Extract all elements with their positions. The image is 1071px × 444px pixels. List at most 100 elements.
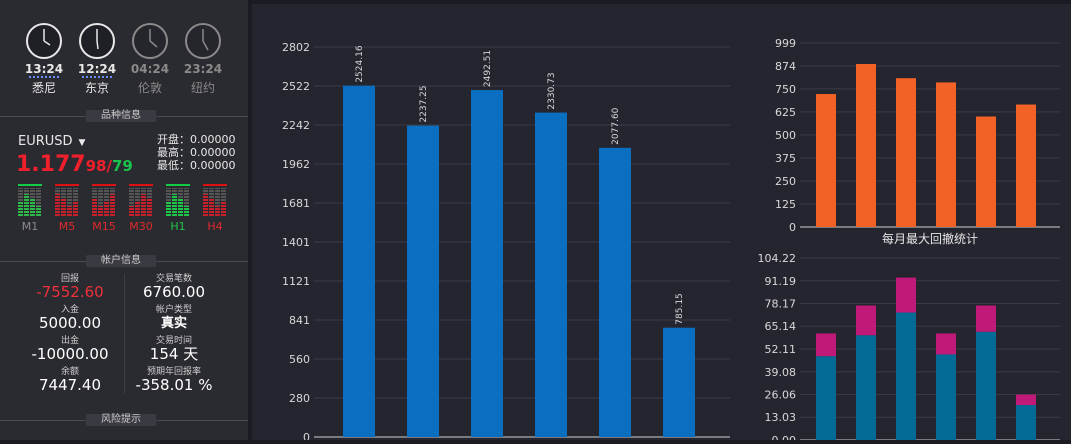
bar-a	[976, 331, 996, 440]
world-clocks: 13:24 悉尼 12:24 东京 04:24 伦敦	[0, 8, 248, 108]
bar	[343, 85, 375, 438]
bar-b	[976, 305, 996, 332]
clock-city: 悉尼	[31, 81, 56, 95]
bar	[856, 63, 876, 228]
bar-value-label: 2524.16	[355, 45, 365, 82]
symbol-selector[interactable]: EURUSD ▼	[18, 134, 85, 149]
withdraw-label: 出金	[60, 336, 79, 346]
clock-london: 04:24 伦敦	[129, 22, 171, 95]
bar	[1016, 104, 1036, 227]
clock-sydney: 13:24 悉尼	[23, 22, 65, 95]
y-tick-label: 841	[289, 314, 310, 327]
y-tick-label: 104.22	[758, 252, 797, 265]
price-separator: /	[106, 157, 112, 175]
ohl-panel: 开盘：0.00000 最高：0.00000 最低：0.00000	[157, 133, 236, 172]
high-value: 0.00000	[190, 146, 236, 159]
bar-b	[896, 277, 916, 313]
timeframe-label: M1	[21, 220, 39, 233]
bar	[535, 112, 567, 437]
section-label: 品种信息	[86, 110, 156, 122]
timeframe-label: H1	[170, 220, 186, 233]
balance-value: 7447.40	[38, 376, 102, 394]
days-label: 交易时间	[155, 336, 192, 346]
bar-a	[856, 335, 876, 440]
y-tick-label: 26.06	[765, 388, 797, 401]
withdraw-value: -10000.00	[31, 345, 109, 363]
y-tick-label: 91.19	[765, 275, 797, 288]
bar-value-label: 2237.25	[419, 85, 429, 122]
balance-label: 余额	[60, 367, 79, 377]
section-account-header: 帐户信息	[0, 255, 248, 267]
y-tick-label: 1121	[282, 275, 310, 288]
y-tick-label: 874	[775, 60, 796, 73]
timeframe-indicators: M1 M5 M15 M30 H1 H4	[16, 184, 236, 234]
sidebar: 13:24 悉尼 12:24 东京 04:24 伦敦	[0, 0, 248, 440]
symbol-name: EURUSD	[18, 134, 73, 149]
clock-face-icon	[132, 23, 168, 59]
bar	[663, 327, 695, 437]
bar-a	[896, 312, 916, 440]
y-tick-label: 1401	[282, 236, 310, 249]
clock-face-icon	[26, 23, 62, 59]
trades-value: 6760.00	[142, 283, 206, 301]
timeframe-label: M5	[58, 220, 76, 233]
bar-value-label: 785.15	[675, 293, 685, 325]
price-ask-digits: 79	[111, 157, 133, 175]
bar	[896, 78, 916, 228]
timeframe-m30[interactable]: M30	[127, 184, 155, 234]
timeframe-m5[interactable]: M5	[53, 184, 81, 234]
signal-bars-icon	[53, 188, 81, 216]
section-label: 风险提示	[86, 414, 156, 426]
timeframe-m1[interactable]: M1	[16, 184, 44, 234]
timeframe-h1[interactable]: H1	[164, 184, 192, 234]
bar-b	[816, 333, 836, 357]
bar-b	[936, 333, 956, 355]
balance-cell: 余额 7447.40	[24, 367, 116, 394]
bar	[599, 147, 631, 438]
clock-tokyo: 12:24 东京	[76, 22, 118, 95]
trades-cell: 交易笔数 6760.00	[128, 274, 220, 301]
timeframe-m15[interactable]: M15	[90, 184, 118, 234]
signal-bars-icon	[201, 188, 229, 216]
y-tick-label: 125	[775, 198, 796, 211]
deposit-value: 5000.00	[38, 314, 102, 332]
clock-newyork: 23:24 纽约	[182, 22, 224, 95]
section-symbol-header: 品种信息	[0, 110, 248, 122]
signal-bars-icon	[90, 188, 118, 216]
account-type-label: 帐户类型	[155, 305, 192, 315]
y-tick-label: 39.08	[765, 366, 797, 379]
bar	[976, 116, 996, 227]
signal-bars-icon	[16, 188, 44, 216]
price-bid-digits: 98	[85, 157, 107, 175]
bar-value-label: 2077.60	[611, 107, 621, 144]
y-tick-label: 0	[789, 221, 796, 234]
charts-svg: 0 280 560 841 1121 1401 1681 1962 2242 2522 2802 25…	[282, 37, 1060, 444]
bar	[936, 82, 956, 228]
y-tick-label: 560	[289, 353, 310, 366]
bar-a	[816, 356, 836, 440]
timeframe-h4[interactable]: H4	[201, 184, 229, 234]
clock-time: 12:24	[77, 62, 117, 76]
y-tick-label: 2242	[282, 119, 310, 132]
section-risk-header: 风险提示	[0, 414, 248, 426]
y-tick-label: 280	[289, 392, 310, 405]
y-tick-label: 375	[775, 152, 796, 165]
annual-return-value: -358.01 %	[135, 376, 213, 394]
timeframe-label: M15	[92, 220, 116, 233]
signal-bars-icon	[164, 188, 192, 216]
timeframe-label: H4	[207, 220, 223, 233]
y-tick-label: 500	[775, 129, 796, 142]
y-tick-label: 13.03	[765, 411, 797, 424]
drawdown-value: -7552.60	[36, 283, 104, 301]
annual-return-cell: 预期年回报率 -358.01 %	[128, 367, 220, 394]
trades-label: 交易笔数	[155, 274, 192, 284]
account-type-value: 真实	[160, 316, 187, 331]
deposit-cell: 入金 5000.00	[24, 305, 116, 332]
dropdown-arrow-icon: ▼	[78, 138, 86, 148]
bar-b	[1016, 394, 1036, 406]
days-cell: 交易时间 154 天	[128, 336, 220, 363]
account-info: 回报 -7552.60 交易笔数 6760.00 入金 5000.00 帐户类型…	[24, 274, 224, 404]
clock-time: 13:24	[24, 62, 64, 76]
y-tick-label: 625	[775, 106, 796, 119]
section-label: 帐户信息	[86, 255, 156, 267]
